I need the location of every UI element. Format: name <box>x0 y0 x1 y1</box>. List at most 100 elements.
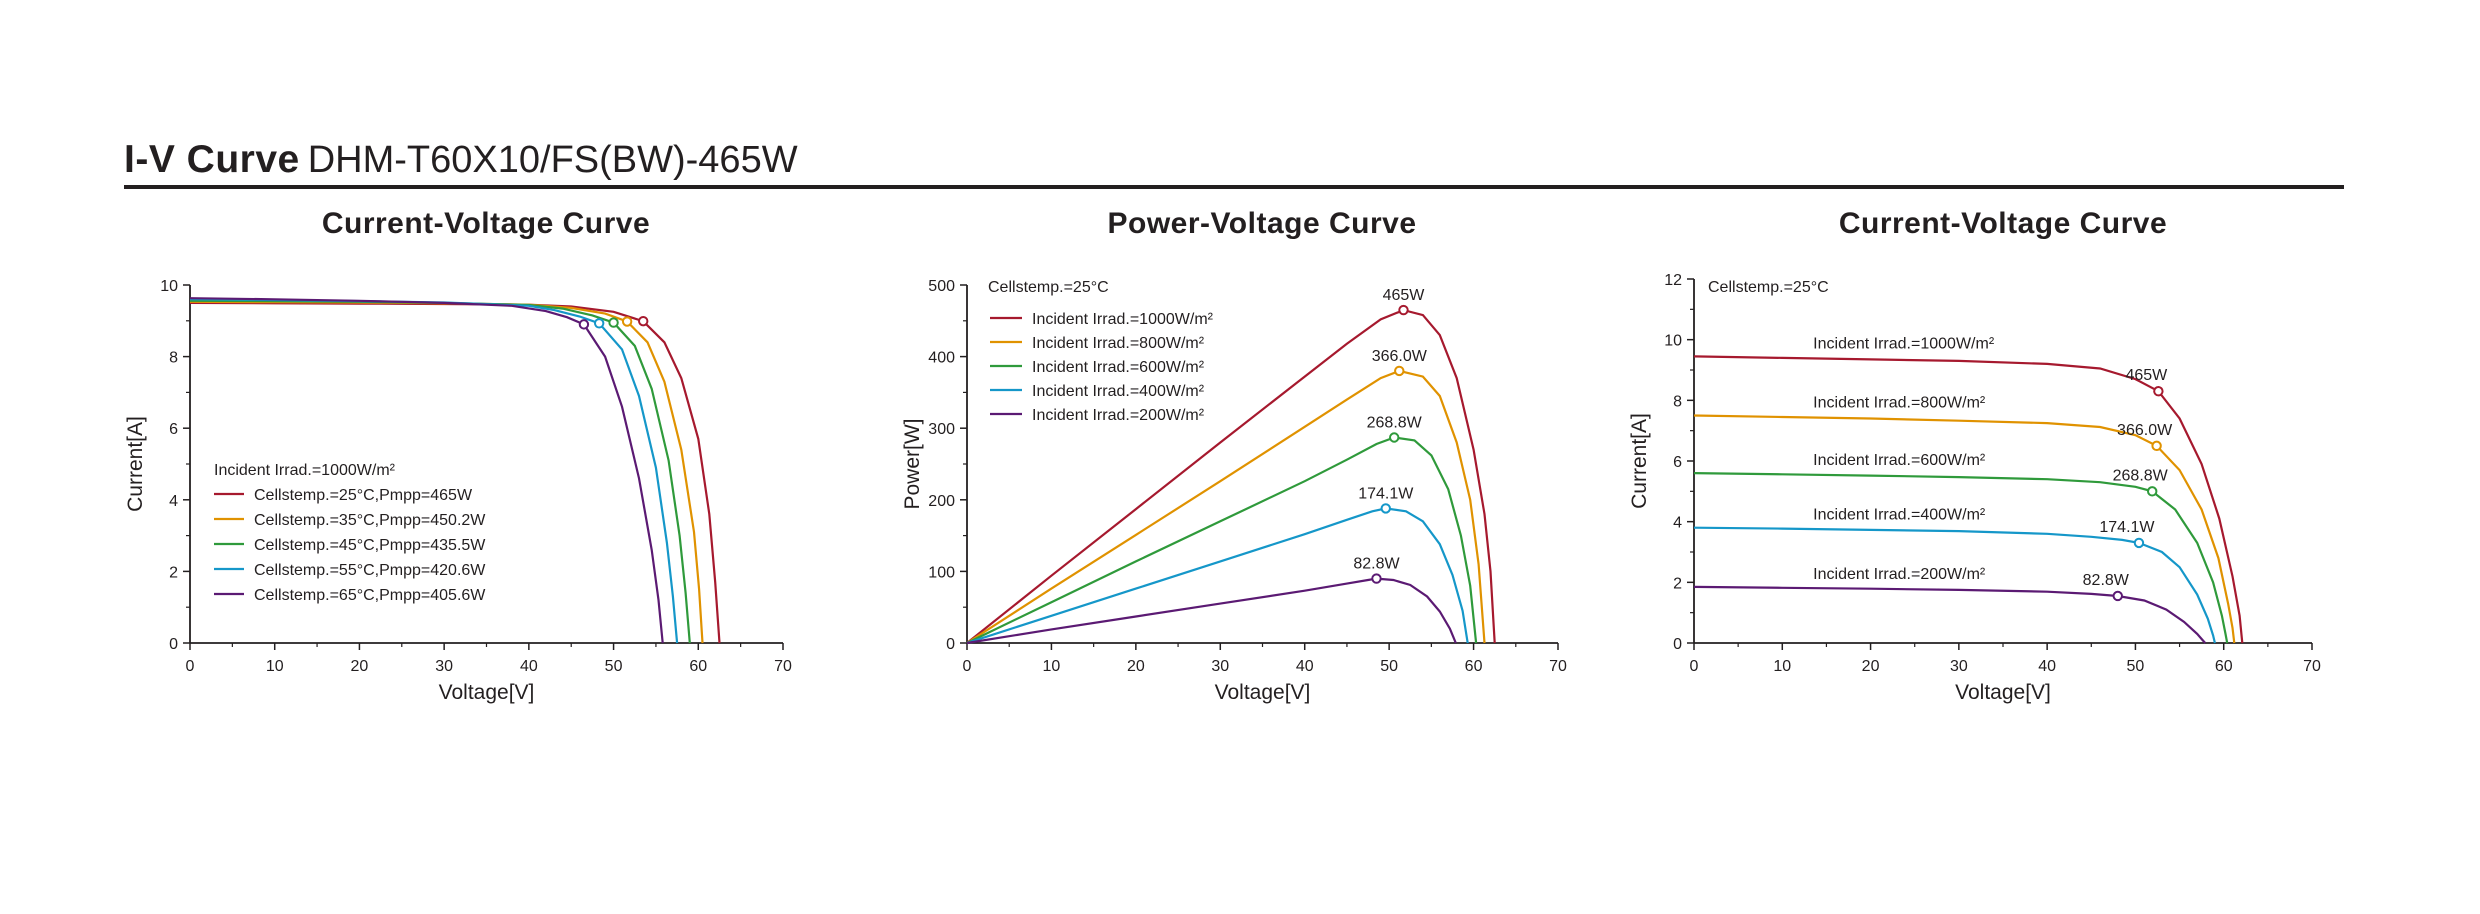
cell-temp-note: Cellstemp.=25°C <box>988 279 1109 296</box>
header-model: DHM-T60X10/FS(BW)-465W <box>307 139 798 181</box>
mpp-label: 465W <box>1383 287 1426 304</box>
mpp-marker <box>621 316 633 327</box>
mpp-label: 82.8W <box>2083 572 2130 589</box>
x-tick-label: 50 <box>1380 658 1398 675</box>
mpp-marker <box>593 318 605 329</box>
x-tick-label: 40 <box>520 658 538 675</box>
y-tick-label: 2 <box>1673 575 1682 592</box>
legend-entry: Cellstemp.=35°C,Pmpp=450.2W <box>254 512 486 529</box>
series-label: Incident Irrad.=400W/m² <box>1813 507 1986 524</box>
x-tick-label: 10 <box>266 658 284 675</box>
cell-temp-note: Cellstemp.=25°C <box>1708 279 1829 296</box>
x-tick-label: 60 <box>1465 658 1483 675</box>
y-tick-label: 0 <box>946 636 955 653</box>
mpp-marker <box>2112 590 2123 602</box>
series-label: Incident Irrad.=600W/m² <box>1813 452 1986 469</box>
legend-entry: Cellstemp.=45°C,Pmpp=435.5W <box>254 537 486 554</box>
chart-1: 0 10 20 30 40 50 60 70 0 2 4 6 8 10 Current-Voltage Cu… <box>124 207 792 704</box>
mpp-marker <box>2151 440 2162 452</box>
legend-entry: Cellstemp.=25°C,Pmpp=465W <box>254 487 473 504</box>
legend-header: Incident Irrad.=1000W/m² <box>214 462 396 479</box>
chart-title: Current-Voltage Curve <box>322 207 650 240</box>
y-tick-label: 400 <box>928 350 955 367</box>
mpp-marker <box>2153 386 2164 397</box>
x-tick-label: 20 <box>1127 658 1145 675</box>
series-line <box>1693 585 2207 644</box>
header-rule <box>124 185 2344 189</box>
legend-entry: Cellstemp.=55°C,Pmpp=420.6W <box>254 562 486 579</box>
series-line <box>1693 414 2236 644</box>
mpp-marker <box>2133 537 2145 549</box>
x-tick-label: 70 <box>774 658 792 675</box>
mpp-marker <box>1389 432 1400 443</box>
series-line <box>966 436 1478 644</box>
mpp-label: 174.1W <box>2099 519 2155 536</box>
x-tick-label: 40 <box>2038 658 2056 675</box>
x-tick-label: 0 <box>186 658 195 675</box>
x-tick-label: 30 <box>1950 658 1968 675</box>
y-tick-label: 6 <box>1673 454 1682 471</box>
y-tick-label: 2 <box>169 564 178 581</box>
y-tick-label: 0 <box>1673 636 1682 653</box>
page-header: I-V Curve DHM-T60X10/FS(BW)-465W <box>124 138 798 182</box>
series-label: Incident Irrad.=200W/m² <box>1813 566 1986 583</box>
x-tick-label: 10 <box>1043 658 1061 675</box>
mpp-marker <box>608 317 619 328</box>
series-line <box>966 577 1457 645</box>
x-axis-label: Voltage[V] <box>439 681 535 704</box>
x-tick-label: 40 <box>1296 658 1314 675</box>
chart-title: Current-Voltage Curve <box>1839 207 2167 240</box>
x-tick-label: 10 <box>1773 658 1791 675</box>
series-line <box>1693 526 2216 644</box>
x-tick-label: 60 <box>2215 658 2233 675</box>
legend-entry: Incident Irrad.=600W/m² <box>1032 359 1205 376</box>
mpp-label: 268.8W <box>1367 415 1423 432</box>
x-tick-label: 0 <box>1690 658 1699 675</box>
y-axis-label: Power[W] <box>901 418 924 509</box>
y-tick-label: 4 <box>169 493 178 510</box>
y-tick-label: 12 <box>1664 272 1682 289</box>
mpp-marker <box>1394 365 1405 377</box>
mpp-marker <box>578 319 590 330</box>
mpp-marker <box>1398 304 1409 316</box>
header-title: I-V Curve <box>124 138 300 181</box>
legend-entry: Cellstemp.=65°C,Pmpp=405.6W <box>254 587 486 604</box>
series-line <box>1693 355 2244 644</box>
y-tick-label: 10 <box>160 278 178 295</box>
chart-title: Power-Voltage Curve <box>1107 207 1416 240</box>
chart-3: 0 10 20 30 40 50 60 70 0 2 4 6 8 10 12 Current-Voltage … <box>1628 207 2321 704</box>
y-tick-label: 0 <box>169 636 178 653</box>
y-tick-label: 6 <box>169 421 178 438</box>
legend-entry: Incident Irrad.=400W/m² <box>1032 383 1205 400</box>
mpp-label: 174.1W <box>1358 485 1414 502</box>
y-tick-label: 100 <box>928 564 955 581</box>
mpp-marker <box>2147 486 2158 497</box>
mpp-label: 366.0W <box>2117 422 2173 439</box>
x-tick-label: 20 <box>351 658 369 675</box>
y-axis-label: Current[A] <box>124 416 147 512</box>
mpp-label: 465W <box>2125 367 2168 384</box>
legend-entry: Incident Irrad.=200W/m² <box>1032 407 1205 424</box>
mpp-marker <box>638 315 649 327</box>
x-tick-label: 50 <box>2127 658 2145 675</box>
series-line <box>966 369 1486 644</box>
legend-entry: Incident Irrad.=1000W/m² <box>1032 311 1214 328</box>
x-tick-label: 70 <box>2303 658 2321 675</box>
y-tick-label: 300 <box>928 421 955 438</box>
y-tick-label: 500 <box>928 278 955 295</box>
mpp-label: 268.8W <box>2113 467 2169 484</box>
x-tick-label: 30 <box>435 658 453 675</box>
y-axis-label: Current[A] <box>1628 413 1651 509</box>
mpp-label: 82.8W <box>1353 556 1400 573</box>
x-tick-label: 30 <box>1211 658 1229 675</box>
x-axis-label: Voltage[V] <box>1955 681 2051 704</box>
y-tick-label: 8 <box>169 350 178 367</box>
series-line <box>189 297 664 644</box>
chart-2: 0 10 20 30 40 50 60 70 0 100 200 300 400 500 Power-Vol… <box>901 207 1567 704</box>
x-tick-label: 70 <box>1549 658 1567 675</box>
mpp-marker <box>1380 503 1391 514</box>
x-tick-label: 60 <box>689 658 707 675</box>
mpp-marker <box>1371 573 1382 584</box>
x-axis-label: Voltage[V] <box>1215 681 1311 704</box>
